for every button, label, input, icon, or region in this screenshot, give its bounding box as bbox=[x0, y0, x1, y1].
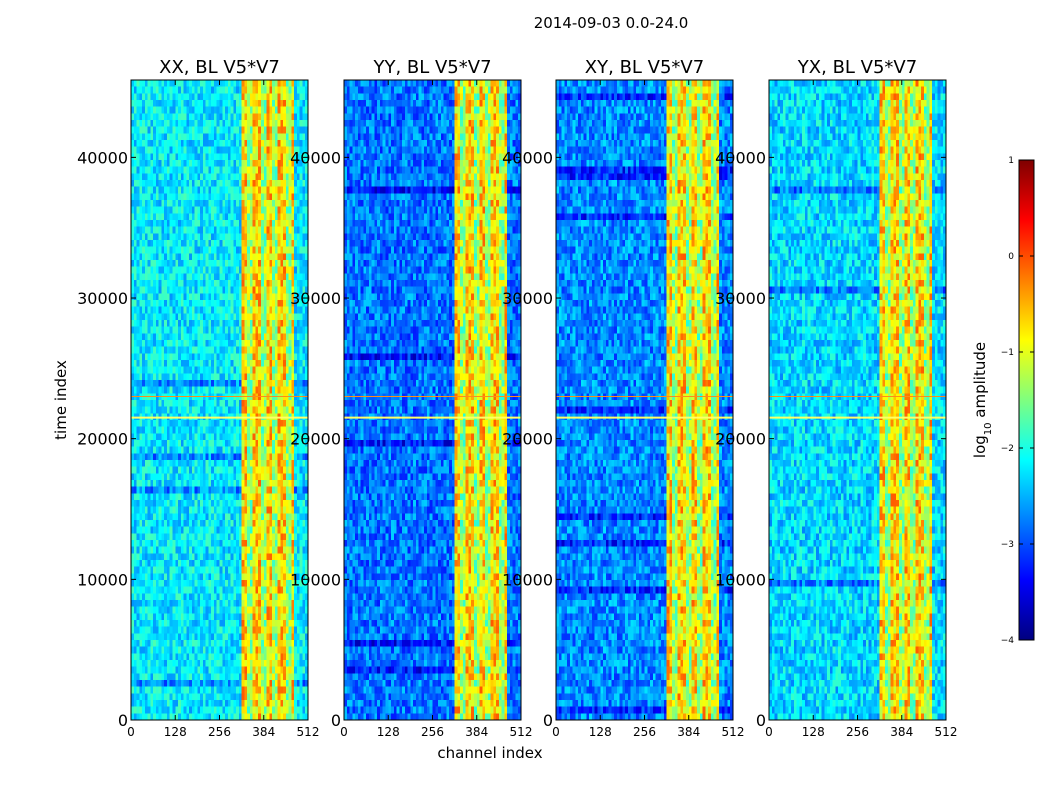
figure-suptitle: 2014-09-03 0.0-24.0 bbox=[534, 14, 689, 32]
y-tick-label: 0 bbox=[756, 711, 766, 730]
y-tick-label: 0 bbox=[118, 711, 128, 730]
panel-title: XY, BL V5*V7 bbox=[585, 57, 704, 78]
heatmap-cells bbox=[344, 80, 521, 720]
colorbar-tick-label: 0 bbox=[1008, 252, 1014, 262]
x-tick-label: 256 bbox=[846, 725, 869, 739]
y-tick-label: 10000 bbox=[290, 570, 341, 589]
colorbar-gradient bbox=[1019, 160, 1034, 640]
y-tick-label: 40000 bbox=[290, 148, 341, 167]
panel-title: YX, BL V5*V7 bbox=[797, 57, 917, 78]
x-tick-label: 0 bbox=[340, 725, 348, 739]
y-tick-label: 20000 bbox=[77, 430, 128, 449]
y-tick-label: 30000 bbox=[715, 289, 766, 308]
panel-0: XX, BL V5*V7 0 128 256 384 512 0 10000 20000 3000… bbox=[77, 57, 319, 739]
colorbar-label-base: log bbox=[971, 435, 989, 458]
colorbar-label: log10 amplitude bbox=[971, 342, 994, 458]
y-tick-label: 20000 bbox=[502, 430, 553, 449]
colorbar: 1 0 −1 −2 −3 −4 bbox=[1001, 156, 1034, 646]
y-tick-label: 20000 bbox=[715, 430, 766, 449]
x-tick-label: 128 bbox=[377, 725, 400, 739]
y-tick-label: 40000 bbox=[715, 148, 766, 167]
x-tick-label: 256 bbox=[633, 725, 656, 739]
panel-1: YY, BL V5*V7 0 128 256 384 512 0 10000 20000 3000… bbox=[290, 57, 532, 739]
spectrogram-figure: 2014-09-03 0.0-24.0 XX, BL V5*V7 0 128 256 3… bbox=[0, 0, 1050, 800]
x-tick-label: 384 bbox=[677, 725, 700, 739]
y-tick-label: 30000 bbox=[290, 289, 341, 308]
x-tick-label: 256 bbox=[208, 725, 231, 739]
panel-3: YX, BL V5*V7 0 128 256 384 512 0 10000 20000 3000… bbox=[715, 57, 957, 739]
x-tick-label: 128 bbox=[802, 725, 825, 739]
x-tick-label: 0 bbox=[765, 725, 773, 739]
x-tick-label: 0 bbox=[552, 725, 560, 739]
x-tick-label: 128 bbox=[589, 725, 612, 739]
y-tick-label: 20000 bbox=[290, 430, 341, 449]
panels-group: XX, BL V5*V7 0 128 256 384 512 0 10000 20000 3000… bbox=[77, 57, 957, 739]
x-axis-label: channel index bbox=[437, 744, 542, 762]
colorbar-tick-label: −4 bbox=[1001, 636, 1015, 646]
panel-title: XX, BL V5*V7 bbox=[159, 57, 280, 78]
heatmap-cells bbox=[556, 80, 733, 720]
y-tick-label: 40000 bbox=[502, 148, 553, 167]
panel-title: YY, BL V5*V7 bbox=[372, 57, 491, 78]
x-tick-label: 384 bbox=[465, 725, 488, 739]
x-tick-label: 512 bbox=[722, 725, 745, 739]
y-axis-label: time index bbox=[52, 360, 70, 440]
x-tick-label: 384 bbox=[252, 725, 275, 739]
heatmap-cells bbox=[131, 80, 308, 720]
colorbar-tick-label: −2 bbox=[1001, 444, 1014, 454]
x-tick-label: 0 bbox=[127, 725, 135, 739]
colorbar-tick-label: −3 bbox=[1001, 540, 1014, 550]
y-tick-label: 10000 bbox=[502, 570, 553, 589]
y-tick-label: 40000 bbox=[77, 148, 128, 167]
y-tick-label: 0 bbox=[543, 711, 553, 730]
colorbar-tick-label: 1 bbox=[1008, 156, 1014, 166]
y-tick-label: 30000 bbox=[502, 289, 553, 308]
y-tick-label: 0 bbox=[331, 711, 341, 730]
y-tick-label: 10000 bbox=[715, 570, 766, 589]
colorbar-tick-label: −1 bbox=[1001, 348, 1014, 358]
colorbar-label-subscript: 10 bbox=[983, 422, 994, 435]
x-tick-label: 128 bbox=[164, 725, 187, 739]
x-tick-label: 256 bbox=[421, 725, 444, 739]
x-tick-label: 512 bbox=[297, 725, 320, 739]
x-tick-label: 512 bbox=[510, 725, 533, 739]
y-tick-label: 10000 bbox=[77, 570, 128, 589]
x-tick-label: 384 bbox=[890, 725, 913, 739]
x-tick-label: 512 bbox=[935, 725, 958, 739]
colorbar-label-rest: amplitude bbox=[971, 342, 989, 423]
y-tick-label: 30000 bbox=[77, 289, 128, 308]
heatmap-cells bbox=[769, 80, 946, 720]
panel-2: XY, BL V5*V7 0 128 256 384 512 0 10000 20000 3000… bbox=[502, 57, 744, 739]
